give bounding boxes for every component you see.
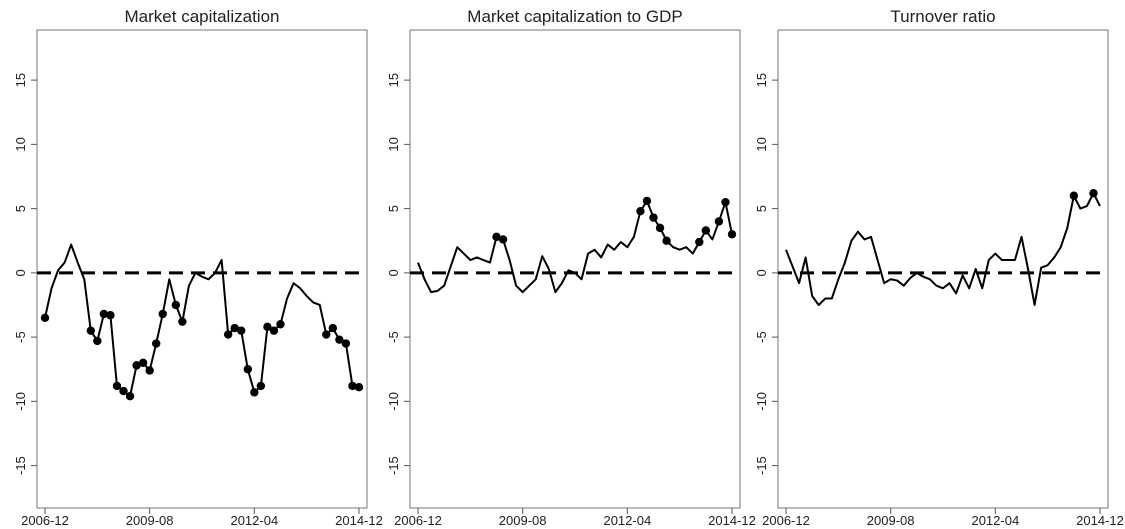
data-point xyxy=(250,388,259,397)
data-point xyxy=(662,236,671,245)
data-point xyxy=(243,365,252,374)
data-point xyxy=(40,313,50,323)
panel-title: Market capitalization xyxy=(125,7,280,26)
data-line xyxy=(44,243,360,398)
data-line xyxy=(417,199,733,294)
data-point xyxy=(152,339,161,348)
y-tick-label: 10 xyxy=(754,137,769,151)
data-point xyxy=(492,232,501,242)
data-point xyxy=(178,317,187,326)
y-tick-label: -10 xyxy=(13,392,28,411)
data-point xyxy=(158,309,167,319)
x-tick-label: 2014-12 xyxy=(1076,513,1124,528)
y-tick-label: 10 xyxy=(386,137,401,151)
y-tick-label: 15 xyxy=(754,73,769,87)
data-point xyxy=(106,311,115,320)
data-point xyxy=(1069,191,1079,200)
x-tick-label: 2009-08 xyxy=(867,513,915,528)
data-point xyxy=(642,196,652,206)
y-tick-label: -15 xyxy=(13,456,28,475)
data-point xyxy=(335,335,344,344)
data-point xyxy=(498,235,508,244)
x-tick-label: 2006-12 xyxy=(394,513,442,528)
data-point xyxy=(99,309,109,319)
data-point xyxy=(263,322,272,332)
data-point xyxy=(237,326,246,335)
data-point xyxy=(145,366,154,375)
x-tick-label: 2012-04 xyxy=(603,513,651,528)
y-tick-label: 0 xyxy=(754,269,769,276)
data-point xyxy=(727,230,737,239)
data-point xyxy=(125,392,135,401)
data-point xyxy=(714,217,724,226)
data-point xyxy=(171,300,181,310)
data-point xyxy=(269,326,279,335)
x-tick-label: 2012-04 xyxy=(230,513,278,528)
data-line xyxy=(785,192,1101,306)
x-tick-label: 2009-08 xyxy=(126,513,174,528)
data-point xyxy=(328,323,338,333)
data-point xyxy=(223,330,233,339)
data-point xyxy=(348,381,357,391)
data-point xyxy=(93,336,102,346)
data-point xyxy=(322,330,331,339)
x-tick-label: 2006-12 xyxy=(762,513,810,528)
y-tick-label: 15 xyxy=(13,73,28,87)
y-tick-label: -15 xyxy=(386,456,401,475)
data-point xyxy=(695,237,704,247)
y-tick-label: 5 xyxy=(13,205,28,212)
y-tick-label: -10 xyxy=(386,392,401,411)
x-tick-label: 2006-12 xyxy=(21,513,69,528)
y-tick-label: 0 xyxy=(386,269,401,276)
data-point xyxy=(649,213,658,222)
x-tick-label: 2014-12 xyxy=(335,513,383,528)
y-tick-label: -10 xyxy=(754,392,769,411)
data-point xyxy=(256,381,266,391)
x-tick-label: 2014-12 xyxy=(708,513,756,528)
x-tick-label: 2009-08 xyxy=(499,513,547,528)
data-point xyxy=(276,320,285,329)
y-tick-label: -5 xyxy=(386,331,401,343)
plot-frame xyxy=(36,29,368,509)
y-tick-label: 5 xyxy=(754,205,769,212)
y-tick-label: 5 xyxy=(386,205,401,212)
data-point xyxy=(86,326,95,335)
y-tick-label: 15 xyxy=(386,73,401,87)
panel-title: Market capitalization to GDP xyxy=(467,7,682,26)
panel-title: Turnover ratio xyxy=(890,7,995,26)
plot-frame xyxy=(777,29,1109,509)
data-point xyxy=(721,197,730,207)
data-point xyxy=(112,381,122,391)
y-tick-label: 0 xyxy=(13,269,28,276)
data-point xyxy=(230,323,239,333)
plot-frame xyxy=(409,29,741,509)
y-tick-label: 10 xyxy=(13,137,28,151)
y-tick-label: -15 xyxy=(754,456,769,475)
data-point xyxy=(138,358,148,368)
data-point xyxy=(1089,188,1098,198)
y-tick-label: -5 xyxy=(754,331,769,343)
data-point xyxy=(636,206,645,216)
data-point xyxy=(354,383,364,392)
x-tick-label: 2012-04 xyxy=(971,513,1019,528)
data-point xyxy=(655,223,665,233)
data-point xyxy=(341,339,351,348)
data-point xyxy=(701,226,711,235)
data-point xyxy=(119,386,128,396)
y-tick-label: -5 xyxy=(13,331,28,343)
data-point xyxy=(132,361,141,370)
